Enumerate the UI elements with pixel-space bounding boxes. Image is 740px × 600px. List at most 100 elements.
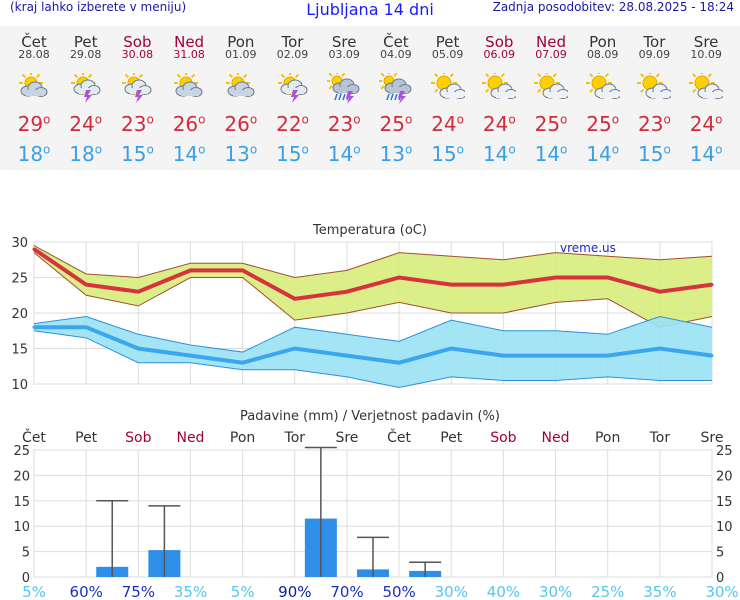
- data-point: [136, 290, 140, 294]
- day-name: Čet: [21, 33, 47, 51]
- series-line-min: [34, 325, 713, 365]
- x-tick-label: Čet: [22, 428, 46, 446]
- max-temperature-value: 24: [482, 112, 509, 136]
- day-name: Tor: [643, 33, 666, 51]
- min-temperature-value: 14: [172, 142, 199, 166]
- location-hint: (kraj lahko izberete v meniju): [10, 0, 187, 14]
- data-point: [710, 283, 714, 287]
- rain-drop-shape: [386, 93, 390, 101]
- x-tick-label: Tor: [649, 430, 671, 446]
- x-tick-label: Pon: [230, 430, 255, 446]
- max-temperature-value: 23: [327, 112, 354, 136]
- min-temperature-value: 15: [276, 142, 302, 166]
- max-temperature: 24o: [689, 112, 723, 136]
- day-date: 07.09: [535, 48, 567, 61]
- day-date: 09.09: [638, 48, 671, 61]
- data-point: [241, 268, 245, 272]
- probability-label: 25%: [591, 583, 624, 600]
- min-temperature-value: 13: [379, 142, 405, 166]
- sun-thunder-icon: [120, 71, 154, 105]
- min-temperature: 18o: [17, 142, 51, 166]
- x-tick-label: Pon: [595, 430, 620, 446]
- day-date: 10.09: [690, 48, 722, 61]
- day-name: Pon: [227, 33, 255, 51]
- chart-title: Temperatura (oC): [312, 223, 427, 238]
- y-tick-label-left: 0: [22, 571, 30, 586]
- min-temperature-value: 13: [224, 142, 250, 166]
- cloudy-sun-icon: [17, 71, 51, 105]
- probability-label: 5%: [22, 583, 46, 600]
- data-point: [658, 347, 662, 350]
- bolt-shape: [290, 90, 299, 103]
- probability-label: 35%: [174, 583, 207, 600]
- y-tick-label-right: 0: [716, 571, 724, 586]
- partly-cloudy-icon: [430, 70, 467, 105]
- day-name: Ned: [174, 33, 205, 51]
- min-temperature-value: 14: [482, 142, 509, 166]
- y-tick-label-left: 25: [13, 444, 30, 459]
- max-temperature: 24o: [431, 112, 464, 136]
- data-point: [188, 354, 192, 358]
- x-tick-label: Pet: [440, 430, 463, 446]
- data-point: [32, 247, 36, 251]
- partly-cloudy-icon: [534, 70, 570, 105]
- data-point: [136, 347, 140, 350]
- cloud-shape: [697, 83, 725, 99]
- x-tick-label: Sob: [125, 430, 151, 446]
- rain-drop-shape: [334, 93, 338, 101]
- min-temperature-value: 15: [431, 142, 457, 166]
- max-temperature: 26o: [224, 112, 258, 136]
- cloudy-sun-icon: [224, 71, 258, 105]
- min-temperature-value: 15: [120, 142, 147, 166]
- min-temperature-value: 18: [17, 142, 44, 166]
- max-temperature: 25o: [534, 112, 568, 136]
- min-temperature: 14o: [689, 142, 723, 166]
- watermark: vreme.us: [560, 241, 616, 255]
- max-temperature-value: 24: [689, 112, 716, 136]
- y-tick-label-right: 15: [716, 495, 733, 510]
- data-point: [449, 283, 453, 287]
- probability-label: 90%: [278, 583, 311, 600]
- range-edge: [33, 330, 712, 389]
- y-tick-label-left: 10: [13, 520, 30, 535]
- cloud-shape: [20, 81, 48, 97]
- cloud-shape: [175, 81, 203, 97]
- x-tick-label: Sre: [701, 430, 724, 446]
- max-temperature: 23o: [120, 112, 154, 136]
- probability-label: 50%: [382, 583, 415, 600]
- x-tick-label: Čet: [387, 428, 411, 446]
- partly-cloudy-icon: [689, 70, 725, 105]
- min-temperature-value: 18: [69, 142, 95, 166]
- day-date: 31.08: [173, 48, 205, 61]
- probability-label: 40%: [487, 583, 520, 600]
- min-temperature-value: 14: [689, 142, 716, 166]
- max-temperature: 23o: [637, 112, 671, 136]
- day-date: 02.09: [276, 48, 309, 61]
- y-tick-label: 15: [11, 343, 28, 358]
- cloud-shape: [439, 83, 467, 99]
- range-edge: [33, 316, 713, 353]
- min-temperature: 15o: [276, 142, 309, 166]
- bolt-shape: [135, 90, 144, 103]
- max-temperature-value: 24: [431, 112, 457, 136]
- data-point: [554, 354, 558, 358]
- max-temperature: 24o: [482, 112, 516, 136]
- probability-label: 5%: [231, 583, 255, 600]
- min-temperature: 14o: [327, 142, 361, 166]
- data-point: [554, 276, 558, 279]
- y-tick-label-left: 5: [22, 546, 30, 561]
- probability-label: 75%: [122, 583, 155, 600]
- min-temperature: 14o: [534, 142, 568, 166]
- max-temperature: 25o: [586, 112, 620, 136]
- data-point: [32, 325, 36, 329]
- min-temperature: 15o: [120, 142, 154, 166]
- max-temperature: 25o: [379, 112, 413, 136]
- day-date: 28.08: [18, 48, 50, 61]
- max-temperature-value: 25: [586, 112, 612, 136]
- data-point: [345, 354, 349, 358]
- series-line-max: [32, 247, 713, 301]
- min-temperature: 14o: [586, 142, 620, 166]
- day-date: 29.08: [69, 48, 102, 61]
- day-date: 08.09: [586, 48, 619, 61]
- min-temperature-value: 15: [637, 142, 664, 166]
